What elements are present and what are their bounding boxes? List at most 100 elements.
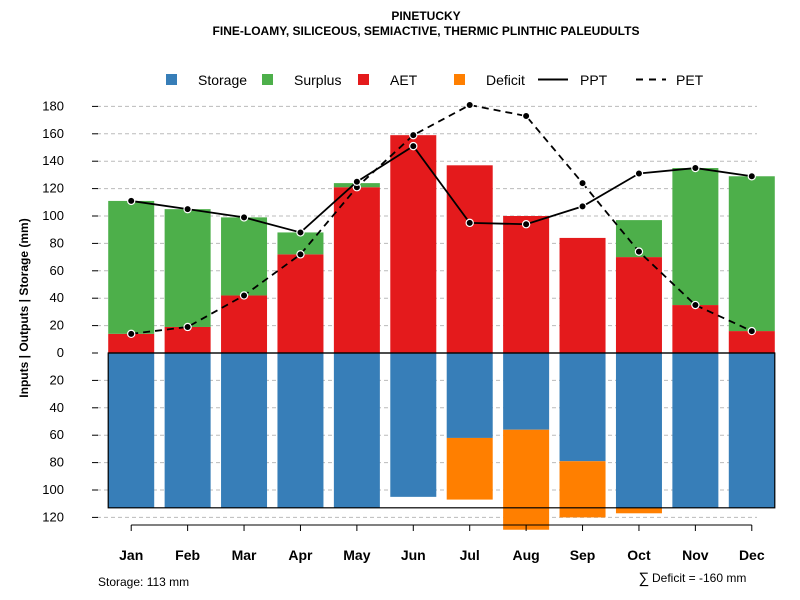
y-tick-label: 20 (50, 372, 64, 387)
aet-legend-label: AET (390, 72, 418, 88)
deficit-bar (446, 437, 493, 500)
aet-legend-swatch (358, 74, 369, 85)
pet-line (131, 104, 753, 335)
y-tick-label: 80 (50, 235, 64, 250)
pet-point (409, 130, 418, 140)
storage-legend-swatch (166, 74, 177, 85)
ppt-point (409, 141, 418, 151)
surplus-legend-label: Surplus (294, 72, 341, 88)
deficit-note: Deficit = -160 mm (652, 571, 746, 585)
storage-bar (221, 353, 268, 508)
chart-title: PINETUCKY (391, 9, 460, 23)
x-tick-label: Jan (119, 547, 143, 563)
storage-bar (108, 353, 155, 508)
x-tick-label: Aug (513, 547, 540, 563)
pet-point (465, 100, 474, 110)
aet-bar (728, 331, 775, 353)
ppt-legend-label: PPT (580, 72, 608, 88)
x-tick-label: Jul (460, 547, 480, 563)
x-tick-label: Mar (232, 547, 257, 563)
ppt-point (183, 204, 192, 214)
deficit-legend-swatch (454, 74, 465, 85)
storage-bar (390, 353, 437, 497)
pet-point (521, 111, 531, 121)
deficit-sum-icon: ∑ (639, 570, 650, 587)
aet-bar (277, 254, 324, 353)
surplus-bar (164, 209, 211, 327)
y-tick-label: 120 (42, 509, 64, 524)
aet-bar (164, 326, 211, 353)
y-tick-label: 140 (42, 153, 64, 168)
surplus-bar (728, 176, 775, 332)
storage-bar (277, 353, 324, 508)
pet-legend-label: PET (676, 72, 704, 88)
surplus-bar (108, 200, 155, 334)
aet-bar (615, 257, 662, 353)
ppt-point (747, 172, 756, 181)
y-tick-label: 100 (42, 208, 64, 223)
y-tick-label: 120 (42, 181, 64, 196)
storage-note: Storage: 113 mm (98, 575, 189, 589)
aet-bar (503, 216, 550, 353)
y-tick-label: 40 (50, 400, 64, 415)
pet-point (127, 329, 136, 339)
aet-bar (390, 135, 437, 353)
y-tick-label: 20 (50, 318, 64, 333)
x-tick-label: Oct (627, 547, 651, 563)
x-tick-label: May (343, 547, 370, 563)
pet-point (747, 326, 756, 336)
deficit-bar (559, 461, 606, 518)
x-tick-label: Jun (401, 547, 426, 563)
axes-layer: 180 160 140 120 100 80 60 40 20 0 20 40 60 80 100 120 Ja… (42, 98, 765, 563)
ppt-line (131, 144, 752, 234)
pet-point (691, 300, 700, 310)
ppt-point (296, 228, 305, 237)
storage-bar (164, 353, 211, 508)
ppt-point (634, 169, 644, 178)
x-tick-label: Dec (739, 547, 765, 563)
y-tick-label: 80 (50, 455, 64, 470)
surplus-bar (672, 168, 719, 306)
storage-bar (503, 353, 550, 430)
y-tick-label: 40 (50, 290, 64, 305)
deficit-bar (503, 429, 550, 530)
x-tick-label: Apr (288, 547, 313, 563)
storage-bar (672, 353, 719, 508)
ppt-point (352, 177, 362, 186)
aet-bar (221, 295, 268, 353)
pet-point (296, 250, 305, 259)
storage-legend-label: Storage (198, 72, 247, 88)
surplus-bar (277, 232, 324, 255)
pet-point (578, 178, 587, 188)
pet-point (183, 322, 192, 332)
lines-layer (127, 100, 756, 339)
y-tick-label: 100 (42, 482, 64, 497)
y-axis-label: Inputs | Outputs | Storage (mm) (17, 218, 31, 397)
ppt-point (465, 218, 474, 228)
surplus-legend-swatch (262, 74, 273, 85)
storage-bar (333, 353, 380, 508)
ppt-point (239, 213, 249, 222)
deficit-bar (615, 507, 662, 514)
aet-bar (333, 187, 380, 353)
y-tick-label: 160 (42, 126, 64, 141)
ppt-point (127, 196, 136, 206)
y-tick-label: 60 (50, 427, 64, 442)
x-tick-label: Sep (570, 547, 596, 563)
aet-bar (559, 237, 606, 353)
storage-bar (446, 353, 493, 438)
ppt-point (578, 202, 587, 211)
aet-bar (108, 333, 155, 353)
ppt-point (521, 220, 531, 229)
ppt-point (691, 163, 700, 173)
x-tick-label: Feb (175, 547, 200, 563)
deficit-legend-label: Deficit (486, 72, 525, 88)
y-tick-label: 0 (57, 345, 64, 360)
storage-bar (559, 353, 606, 462)
storage-bar (615, 353, 662, 508)
chart-subtitle: FINE-LOAMY, SILICEOUS, SEMIACTIVE, THERM… (213, 24, 640, 38)
pet-point (239, 291, 249, 300)
chart-legend: Storage Surplus AET Deficit PPT PET (166, 72, 704, 88)
bars-layer (107, 135, 776, 530)
